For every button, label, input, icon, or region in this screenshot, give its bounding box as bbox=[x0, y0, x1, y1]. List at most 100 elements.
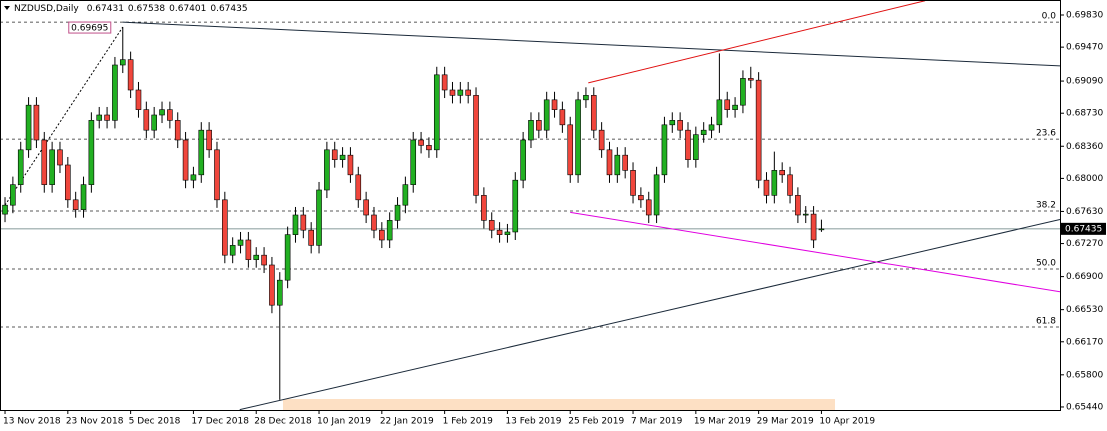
candle-body bbox=[143, 109, 150, 131]
candle-body bbox=[708, 124, 715, 131]
y-tick-label: 0.67630 bbox=[1066, 207, 1103, 217]
x-tick-label: 13 Feb 2019 bbox=[505, 417, 561, 427]
candle-body bbox=[606, 149, 613, 176]
candle-body bbox=[536, 120, 542, 131]
candle-body bbox=[49, 149, 55, 185]
candle-body bbox=[394, 204, 401, 221]
fib-level-label: 23.6 bbox=[1036, 129, 1056, 139]
candle-body bbox=[292, 214, 299, 235]
candle-body bbox=[410, 139, 417, 185]
candle-body bbox=[645, 199, 652, 216]
trend-line bbox=[4, 26, 124, 206]
candle-body bbox=[653, 174, 660, 216]
candle-body bbox=[677, 120, 683, 131]
candle-body bbox=[614, 154, 621, 176]
x-tick-label: 19 Mar 2019 bbox=[694, 417, 751, 427]
candle-body bbox=[481, 195, 487, 221]
x-tick-label: 28 Dec 2018 bbox=[254, 417, 312, 427]
candle-body bbox=[253, 254, 260, 260]
candle-body bbox=[167, 109, 173, 121]
candle-body bbox=[300, 214, 307, 231]
candle-body bbox=[693, 134, 699, 160]
candle-body bbox=[520, 139, 526, 181]
x-tick-label: 10 Apr 2019 bbox=[819, 417, 875, 427]
candle-body bbox=[174, 120, 181, 141]
y-tick-label: 0.66170 bbox=[1066, 337, 1103, 347]
candle-body bbox=[25, 104, 32, 151]
chart-header: NZDUSD,Daily 0.67431 0.67538 0.67401 0.67435 bbox=[14, 4, 248, 14]
candle-body bbox=[88, 120, 95, 185]
candle-body bbox=[449, 89, 456, 96]
trend-line bbox=[570, 211, 1061, 293]
candle-body bbox=[779, 170, 785, 176]
candle-body bbox=[763, 179, 770, 196]
candle-body bbox=[771, 170, 778, 196]
y-tick-label: 0.65440 bbox=[1066, 402, 1103, 412]
candle-body bbox=[269, 264, 275, 306]
candle-body bbox=[810, 213, 817, 241]
candle-body bbox=[473, 95, 479, 196]
menu-icon[interactable] bbox=[4, 6, 10, 10]
candle-body bbox=[630, 170, 636, 196]
candle-body bbox=[418, 139, 424, 146]
candle-body bbox=[685, 129, 691, 160]
candle-body bbox=[182, 139, 189, 181]
x-tick-label: 10 Jan 2019 bbox=[317, 417, 371, 427]
y-tick-label: 0.68730 bbox=[1066, 109, 1103, 119]
current-price-label: 0.67435 bbox=[1065, 224, 1102, 234]
x-tick-label: 13 Nov 2018 bbox=[3, 417, 61, 427]
candle-body bbox=[41, 139, 48, 185]
candle-body bbox=[795, 195, 801, 216]
x-tick-label: 7 Mar 2019 bbox=[631, 417, 683, 427]
ohlc-low: 0.67401 bbox=[169, 4, 206, 14]
candle-body bbox=[80, 184, 87, 210]
candle-body bbox=[112, 64, 118, 121]
plot-area: 0.0 23.6 38.2 50.0 61.8 bbox=[0, 0, 1061, 411]
candle-body bbox=[426, 145, 432, 151]
candle-body bbox=[622, 154, 628, 171]
candle-body bbox=[787, 174, 793, 196]
ohlc-close: 0.67435 bbox=[210, 4, 247, 14]
chart-title: NZDUSD,Daily bbox=[14, 4, 79, 14]
x-tick-label: 25 Feb 2019 bbox=[568, 417, 624, 427]
fib-level-label: 61.8 bbox=[1036, 316, 1056, 326]
candle-body bbox=[512, 179, 519, 233]
candle-body bbox=[222, 199, 228, 256]
trend-line bbox=[239, 218, 1061, 411]
y-tick-label: 0.69830 bbox=[1066, 11, 1103, 21]
candle-body bbox=[190, 174, 197, 181]
candle-body bbox=[96, 114, 103, 121]
candle-body bbox=[716, 99, 723, 126]
candle-body bbox=[284, 234, 291, 281]
candle-body bbox=[2, 204, 8, 215]
candle-body bbox=[339, 154, 346, 160]
candle-body bbox=[402, 184, 409, 206]
y-tick-label: 0.68000 bbox=[1066, 174, 1103, 184]
candle-body bbox=[245, 239, 252, 260]
candle-body bbox=[324, 149, 330, 191]
candle-body bbox=[457, 89, 464, 96]
candle-body bbox=[57, 149, 63, 166]
candle-body bbox=[198, 129, 205, 176]
candle-body bbox=[818, 228, 825, 231]
candle-body bbox=[732, 104, 738, 110]
candle-body bbox=[433, 74, 440, 151]
candle-body bbox=[740, 78, 746, 106]
candle-body bbox=[598, 129, 605, 151]
candle-body bbox=[17, 149, 24, 185]
candle-body bbox=[127, 59, 134, 91]
fib-level-label: 50.0 bbox=[1036, 259, 1056, 269]
candle-body bbox=[135, 89, 142, 110]
candle-body bbox=[504, 231, 511, 235]
x-tick-label: 29 Mar 2019 bbox=[757, 417, 814, 427]
candle-body bbox=[567, 124, 574, 176]
candle-body bbox=[528, 120, 534, 141]
x-tick-label: 5 Dec 2018 bbox=[129, 417, 181, 427]
candle-body bbox=[229, 245, 236, 256]
y-tick-label: 0.67270 bbox=[1066, 239, 1103, 249]
x-tick-label: 22 Jan 2019 bbox=[380, 417, 434, 427]
candle-body bbox=[590, 95, 597, 131]
trend-line bbox=[122, 21, 1061, 67]
